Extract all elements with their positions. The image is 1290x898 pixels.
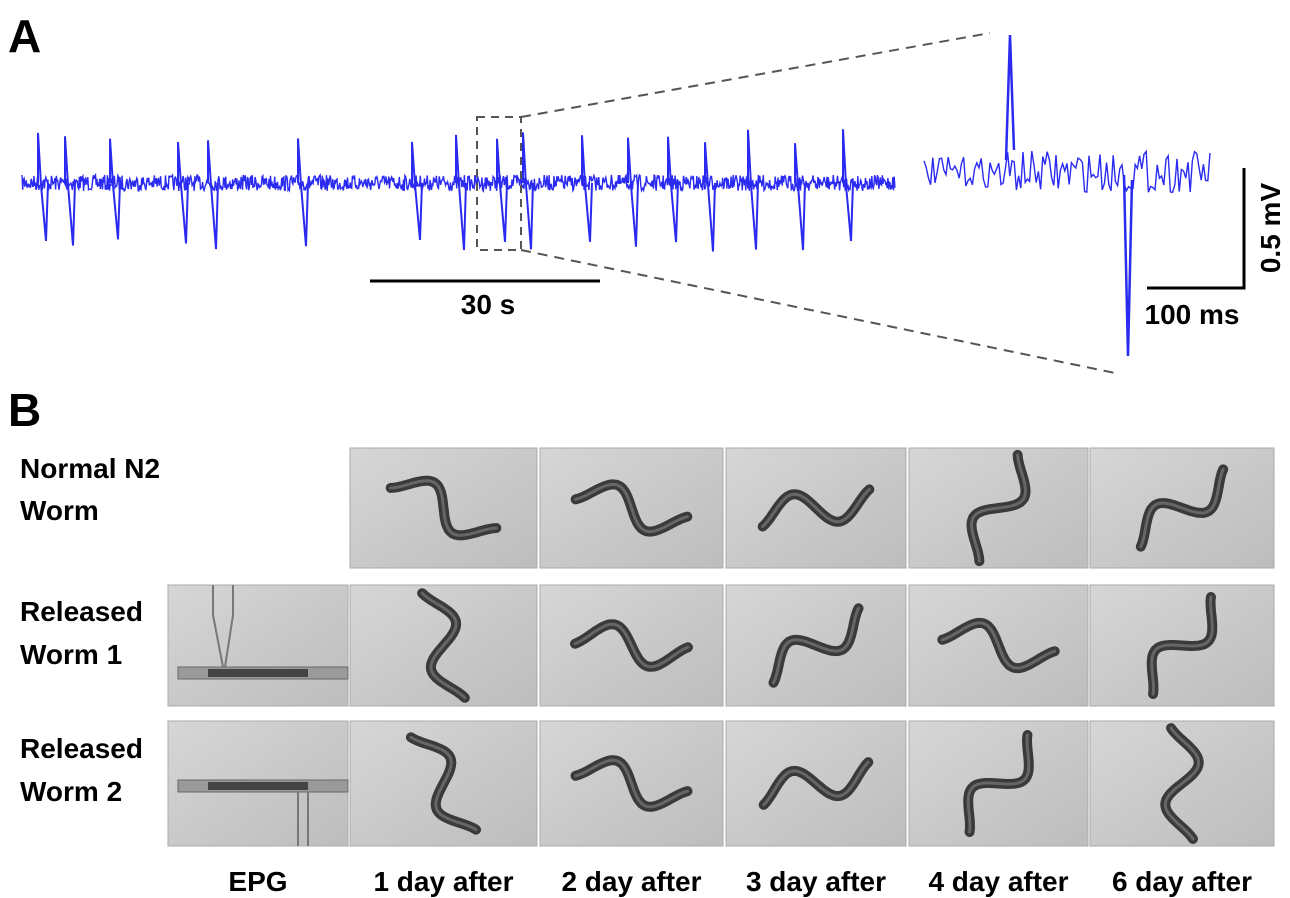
worm-in-channel <box>208 782 308 790</box>
spike <box>627 137 639 247</box>
worm-core <box>573 622 690 669</box>
worm-core <box>574 758 689 809</box>
worm-core <box>1139 467 1225 549</box>
worm <box>757 484 875 532</box>
worm <box>405 732 482 835</box>
worm-core <box>1163 726 1201 841</box>
spike <box>581 135 593 242</box>
spike <box>455 134 467 251</box>
column-label: 1 day after <box>373 866 513 897</box>
scale-bar <box>1147 168 1246 290</box>
worm-core <box>762 760 870 807</box>
panel-label: B <box>8 384 41 436</box>
worm <box>1160 723 1204 844</box>
panel-label: A <box>8 10 41 62</box>
pipette <box>212 585 234 668</box>
scale-label: 0.5 mV <box>1255 183 1286 274</box>
column-label: 2 day after <box>561 866 701 897</box>
spike <box>411 141 423 241</box>
worm <box>1146 591 1218 700</box>
worm <box>570 755 693 812</box>
worm <box>570 479 693 537</box>
inset-spike <box>1004 34 1016 161</box>
spike <box>794 143 806 251</box>
pipette <box>297 792 309 846</box>
worm-core <box>409 735 478 832</box>
micrograph <box>167 584 349 707</box>
spike <box>496 138 508 242</box>
column-label: 3 day after <box>746 866 886 897</box>
worm-in-channel <box>208 669 308 677</box>
worm <box>1135 464 1229 552</box>
spike <box>842 129 854 242</box>
worm-core <box>761 487 871 529</box>
worm <box>570 619 693 672</box>
column-label: 6 day after <box>1112 866 1252 897</box>
spike <box>747 129 759 250</box>
spike <box>297 138 309 247</box>
column-label: EPG <box>228 866 287 897</box>
worm <box>385 475 502 541</box>
micrograph <box>725 447 907 569</box>
worm-core <box>771 606 861 685</box>
worm-core <box>970 453 1027 563</box>
inset-trace <box>923 149 1211 194</box>
epg-trace <box>21 34 1211 357</box>
spike <box>64 136 76 246</box>
row-label: Worm <box>20 495 99 526</box>
spike <box>37 132 49 241</box>
worm-core <box>389 479 498 537</box>
spike <box>207 140 219 250</box>
zoom-line <box>520 249 1116 374</box>
spike <box>109 138 121 240</box>
worm-core <box>966 733 1031 834</box>
row-label: Released <box>20 733 143 764</box>
row-label: Normal N2 <box>20 453 160 484</box>
row-label: Worm 2 <box>20 776 122 807</box>
worm-core <box>420 591 467 700</box>
spike <box>522 132 534 250</box>
zoom-line <box>520 32 991 118</box>
inset-spike <box>1122 174 1134 357</box>
worm-core <box>940 621 1057 670</box>
worm <box>768 603 864 688</box>
worm-core <box>574 482 689 534</box>
row-label: Worm 1 <box>20 639 122 670</box>
zoom-box <box>476 116 522 251</box>
worm <box>966 449 1031 567</box>
worm <box>937 617 1060 674</box>
image-grid: Normal N2 Worm Released Worm 1 Released Worm … <box>20 447 1275 897</box>
scale-label: 30 s <box>461 289 516 320</box>
column-label: 4 day after <box>928 866 1068 897</box>
worm <box>758 757 874 810</box>
worm <box>417 588 470 703</box>
spike <box>704 142 716 252</box>
scale-label: 100 ms <box>1145 299 1240 330</box>
row-label: Released <box>20 596 143 627</box>
spike <box>177 141 189 244</box>
worm-core <box>1150 595 1214 696</box>
worm <box>963 729 1034 838</box>
spike <box>667 136 679 243</box>
